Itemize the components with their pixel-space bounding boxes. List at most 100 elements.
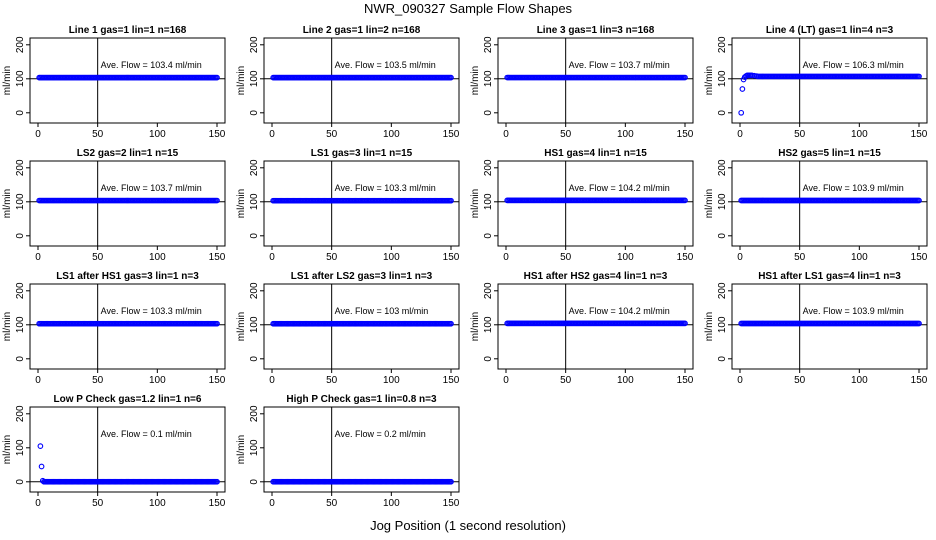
avg-flow-annotation: Ave. Flow = 103.7 ml/min bbox=[569, 60, 670, 70]
y-tick-label: 200 bbox=[15, 36, 26, 53]
y-axis-label: ml/min bbox=[704, 312, 715, 341]
x-tick-label: 0 bbox=[737, 252, 743, 263]
x-tick-label: 50 bbox=[326, 252, 338, 263]
data-point bbox=[214, 320, 220, 327]
panel-title: HS1 gas=4 lin=1 n=15 bbox=[544, 148, 647, 159]
plot-frame bbox=[29, 406, 226, 493]
y-tick-label: 100 bbox=[249, 316, 260, 333]
y-axis-label: ml/min bbox=[236, 189, 247, 218]
y-tick-label: 100 bbox=[483, 193, 494, 210]
y-axis-label: ml/min bbox=[2, 312, 13, 341]
y-tick-label: 0 bbox=[483, 233, 494, 239]
x-tick-label: 100 bbox=[383, 375, 400, 386]
x-axis-label: Jog Position (1 second resolution) bbox=[370, 518, 566, 533]
x-tick-label: 100 bbox=[617, 375, 634, 386]
y-tick-label: 0 bbox=[15, 356, 26, 362]
y-tick-label: 200 bbox=[15, 405, 26, 422]
x-tick-label: 50 bbox=[92, 498, 104, 509]
y-tick-label: 0 bbox=[483, 356, 494, 362]
y-tick-label: 100 bbox=[717, 193, 728, 210]
plot-frame bbox=[497, 160, 694, 247]
x-tick-label: 50 bbox=[326, 498, 338, 509]
panel-title: Line 2 gas=1 lin=2 n=168 bbox=[303, 25, 421, 36]
panel-title: LS1 gas=3 lin=1 n=15 bbox=[311, 148, 413, 159]
avg-flow-annotation: Ave. Flow = 0.2 ml/min bbox=[335, 429, 426, 439]
panel-title: High P Check gas=1 lin=0.8 n=3 bbox=[286, 394, 437, 405]
plot-frame bbox=[29, 283, 226, 370]
data-point bbox=[38, 463, 45, 470]
x-tick-label: 0 bbox=[35, 129, 41, 140]
x-tick-label: 150 bbox=[209, 498, 226, 509]
x-tick-label: 150 bbox=[677, 129, 694, 140]
y-tick-label: 100 bbox=[15, 70, 26, 87]
panel-3: Line 3 gas=1 lin=3 n=168 0 50 100 150 0 100 200… bbox=[470, 25, 694, 140]
x-tick-label: 150 bbox=[911, 375, 928, 386]
data-point bbox=[682, 197, 688, 204]
data-point bbox=[916, 73, 922, 80]
panel-11: HS1 after HS2 gas=4 lin=1 n=3 0 50 100 150 0 1… bbox=[470, 271, 694, 386]
x-tick-label: 150 bbox=[209, 252, 226, 263]
data-point bbox=[448, 320, 454, 327]
x-tick-label: 150 bbox=[443, 129, 460, 140]
plot-frame bbox=[731, 160, 928, 247]
panel-title: HS1 after HS2 gas=4 lin=1 n=3 bbox=[524, 271, 668, 282]
y-tick-label: 200 bbox=[483, 159, 494, 176]
y-tick-label: 100 bbox=[249, 439, 260, 456]
y-tick-label: 0 bbox=[249, 356, 260, 362]
y-axis-label: ml/min bbox=[470, 189, 481, 218]
x-tick-label: 150 bbox=[677, 252, 694, 263]
y-tick-label: 0 bbox=[483, 110, 494, 116]
avg-flow-annotation: Ave. Flow = 103.5 ml/min bbox=[335, 60, 436, 70]
x-tick-label: 0 bbox=[269, 498, 275, 509]
avg-flow-annotation: Ave. Flow = 103.4 ml/min bbox=[101, 60, 202, 70]
y-tick-label: 200 bbox=[249, 36, 260, 53]
panel-7: HS1 gas=4 lin=1 n=15 0 50 100 150 0 100 200 ml/m… bbox=[470, 148, 694, 263]
x-tick-label: 100 bbox=[383, 129, 400, 140]
x-tick-label: 0 bbox=[35, 375, 41, 386]
y-tick-label: 200 bbox=[249, 159, 260, 176]
panel-title: Line 4 (LT) gas=1 lin=4 n=3 bbox=[766, 25, 894, 36]
panel-title: LS2 gas=2 lin=1 n=15 bbox=[77, 148, 179, 159]
y-tick-label: 200 bbox=[483, 282, 494, 299]
x-tick-label: 150 bbox=[911, 129, 928, 140]
x-tick-label: 150 bbox=[443, 375, 460, 386]
y-tick-label: 100 bbox=[249, 70, 260, 87]
x-tick-label: 100 bbox=[617, 252, 634, 263]
data-point bbox=[214, 478, 220, 485]
y-tick-label: 0 bbox=[15, 110, 26, 116]
x-tick-label: 50 bbox=[794, 129, 806, 140]
x-tick-label: 50 bbox=[326, 129, 338, 140]
plot-frame bbox=[497, 283, 694, 370]
x-tick-label: 100 bbox=[149, 252, 166, 263]
y-tick-label: 100 bbox=[483, 316, 494, 333]
x-tick-label: 0 bbox=[269, 375, 275, 386]
plot-frame bbox=[731, 37, 928, 124]
x-tick-label: 50 bbox=[326, 375, 338, 386]
avg-flow-annotation: Ave. Flow = 103.3 ml/min bbox=[101, 306, 202, 316]
panel-title: Line 1 gas=1 lin=1 n=168 bbox=[69, 25, 187, 36]
y-tick-label: 200 bbox=[717, 282, 728, 299]
y-tick-label: 100 bbox=[15, 439, 26, 456]
x-tick-label: 0 bbox=[503, 129, 509, 140]
y-tick-label: 100 bbox=[15, 193, 26, 210]
x-tick-label: 100 bbox=[851, 375, 868, 386]
y-axis-label: ml/min bbox=[236, 312, 247, 341]
panel-title: Line 3 gas=1 lin=3 n=168 bbox=[537, 25, 655, 36]
avg-flow-annotation: Ave. Flow = 104.2 ml/min bbox=[569, 183, 670, 193]
data-point bbox=[214, 74, 220, 81]
y-tick-label: 0 bbox=[249, 110, 260, 116]
y-tick-label: 100 bbox=[483, 70, 494, 87]
x-tick-label: 50 bbox=[560, 375, 572, 386]
y-axis-label: ml/min bbox=[236, 66, 247, 95]
y-axis-label: ml/min bbox=[470, 66, 481, 95]
plot-frame bbox=[731, 283, 928, 370]
x-tick-label: 100 bbox=[851, 252, 868, 263]
panel-8: HS2 gas=5 lin=1 n=15 0 50 100 150 0 100 200 ml/m… bbox=[704, 148, 928, 263]
avg-flow-annotation: Ave. Flow = 103 ml/min bbox=[335, 306, 429, 316]
avg-flow-annotation: Ave. Flow = 0.1 ml/min bbox=[101, 429, 192, 439]
x-tick-label: 50 bbox=[560, 129, 572, 140]
data-point bbox=[448, 74, 454, 81]
plot-frame bbox=[263, 37, 460, 124]
panel-1: Line 1 gas=1 lin=1 n=168 0 50 100 150 0 100 200… bbox=[2, 25, 226, 140]
